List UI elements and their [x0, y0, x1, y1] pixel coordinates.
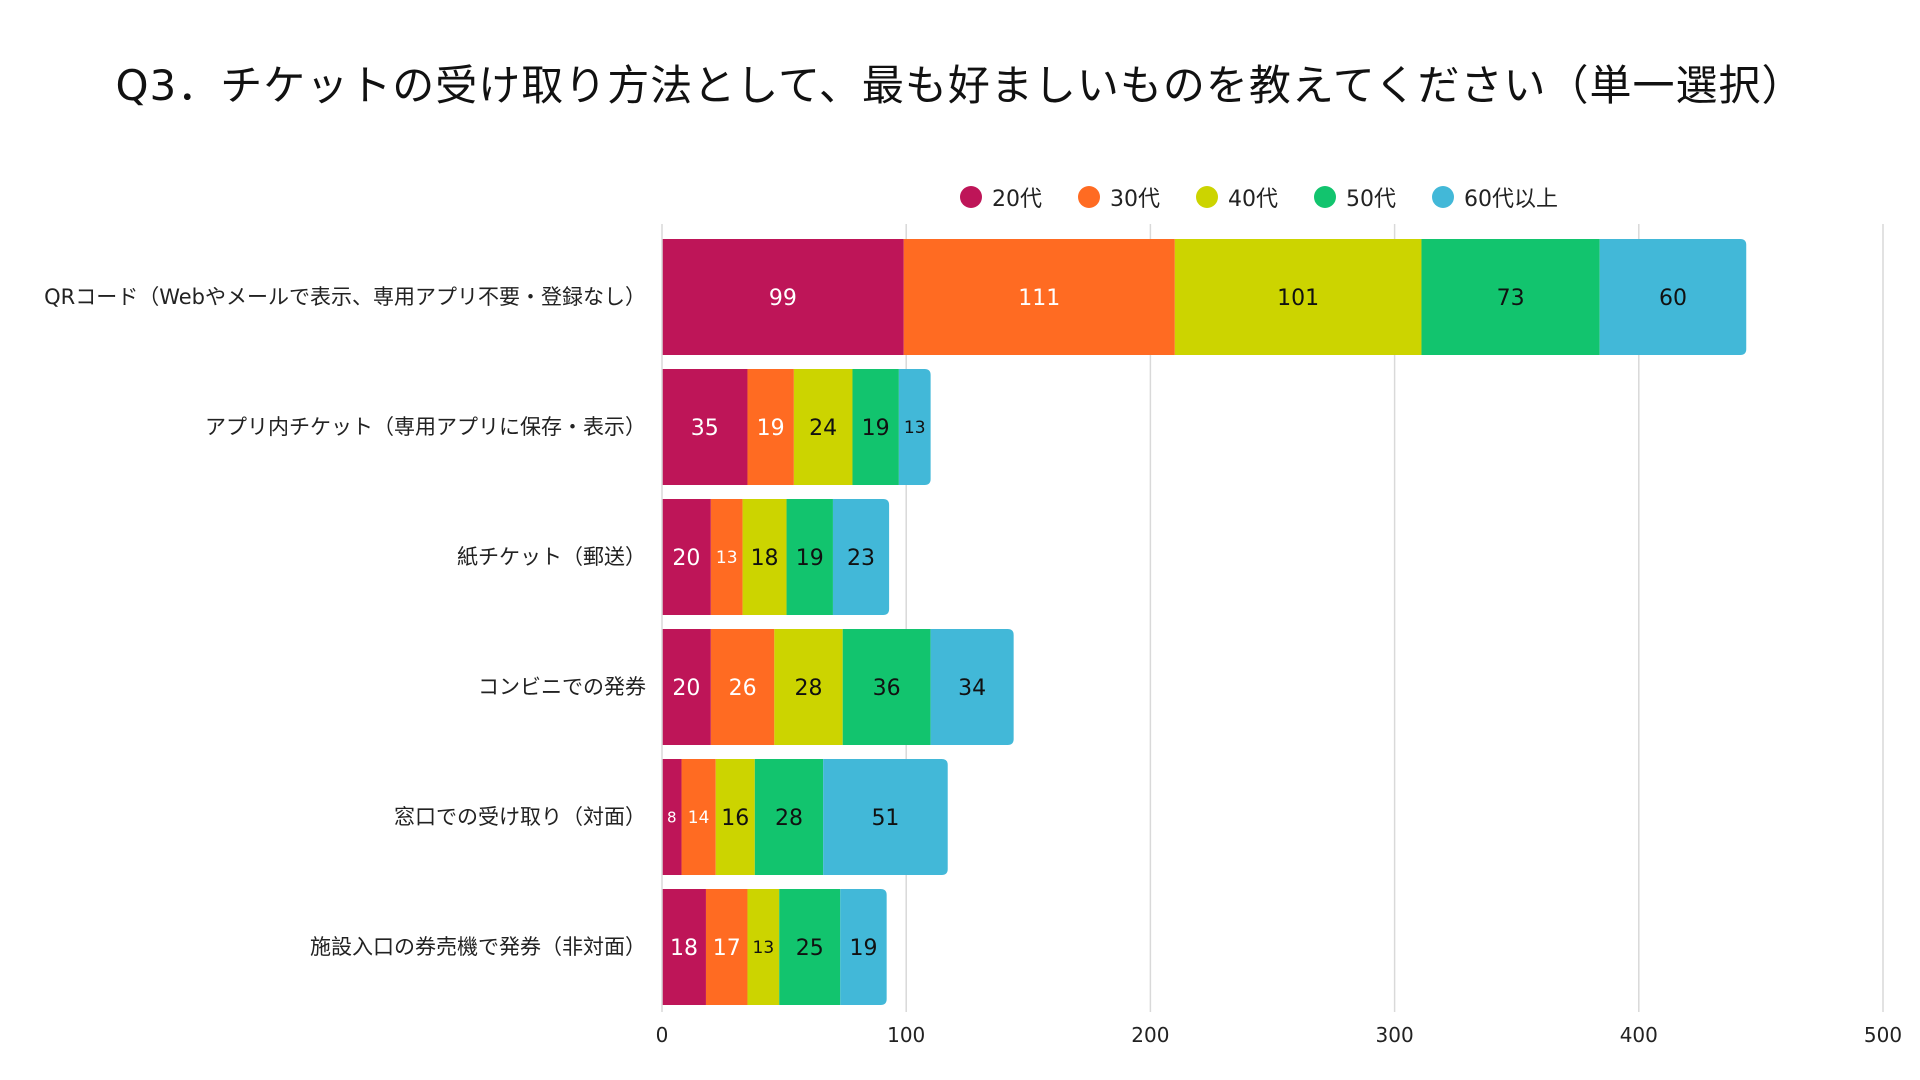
data-label: 13	[904, 418, 926, 438]
category-label: QRコード（Webやメールで表示、専用アプリ不要・登録なし）	[44, 285, 646, 309]
data-label: 51	[871, 806, 899, 831]
bar-segment	[710, 499, 743, 615]
data-label: 17	[713, 936, 741, 961]
data-label: 18	[751, 546, 779, 571]
bar-segment	[898, 369, 931, 485]
chart-title: Q3．チケットの受け取り方法として、最も好ましいものを教えてください（単一選択）	[115, 61, 1805, 110]
bar-segment	[715, 759, 755, 875]
data-label: 14	[688, 808, 710, 828]
bar-segment	[930, 629, 1014, 745]
bar-segment	[705, 889, 748, 1005]
legend-label: 50代	[1346, 187, 1396, 212]
category-label: アプリ内チケット（専用アプリに保存・表示）	[205, 415, 646, 439]
bar-segment	[662, 369, 748, 485]
legend-swatch	[960, 186, 982, 208]
x-tick-label: 0	[656, 1023, 669, 1047]
data-label: 35	[691, 416, 719, 441]
data-label: 13	[716, 548, 738, 568]
legend-item: 30代	[1078, 181, 1160, 213]
bar-segment	[662, 889, 706, 1005]
data-label: 34	[958, 676, 986, 701]
data-label: 28	[775, 806, 803, 831]
data-label: 19	[849, 936, 877, 961]
legend-label: 30代	[1110, 187, 1160, 212]
legend-swatch	[1196, 186, 1218, 208]
data-label: 16	[721, 806, 749, 831]
bar-segment	[823, 759, 948, 875]
bar-segment	[832, 499, 890, 615]
data-label: 101	[1277, 286, 1319, 311]
bar-segment	[662, 499, 711, 615]
bar-segment	[747, 889, 780, 1005]
legend: 20代 30代 40代 50代 60代以上	[960, 181, 1558, 213]
x-tick-label: 400	[1620, 1023, 1658, 1047]
x-tick-label: 200	[1131, 1023, 1169, 1047]
data-label: 19	[757, 416, 785, 441]
legend-item: 50代	[1314, 181, 1396, 213]
legend-item: 60代以上	[1432, 181, 1558, 213]
bar-segment	[840, 889, 887, 1005]
x-tick-label: 500	[1864, 1023, 1902, 1047]
bar-segment	[662, 759, 682, 875]
bar-segment	[742, 499, 787, 615]
bar-segment	[793, 369, 853, 485]
bar-segment	[681, 759, 716, 875]
data-label: 60	[1659, 286, 1687, 311]
bar-segment	[779, 889, 841, 1005]
x-tick-label: 300	[1376, 1023, 1414, 1047]
data-label: 19	[796, 546, 824, 571]
x-tick-label: 100	[887, 1023, 925, 1047]
bar-segment	[710, 629, 775, 745]
data-label: 26	[729, 676, 757, 701]
data-label: 18	[670, 936, 698, 961]
bar-segment	[842, 629, 931, 745]
bar-segment	[903, 239, 1175, 355]
data-label: 20	[672, 546, 700, 571]
category-label: 紙チケット（郵送）	[457, 545, 646, 569]
legend-item: 20代	[960, 181, 1042, 213]
data-label: 19	[862, 416, 890, 441]
data-label: 99	[769, 286, 797, 311]
data-label: 28	[795, 676, 823, 701]
data-label: 111	[1018, 286, 1060, 311]
bar-segment	[1174, 239, 1422, 355]
legend-label: 20代	[992, 187, 1042, 212]
bar-segment	[1421, 239, 1600, 355]
data-label: 23	[847, 546, 875, 571]
bar-segment	[754, 759, 824, 875]
data-label: 13	[753, 938, 775, 958]
bar-segment	[852, 369, 899, 485]
data-label: 36	[873, 676, 901, 701]
bar-segment	[774, 629, 843, 745]
bar-segment	[662, 629, 711, 745]
bar-segment	[747, 369, 794, 485]
legend-swatch	[1432, 186, 1454, 208]
data-label: 8	[667, 808, 677, 826]
bar-segment	[662, 239, 904, 355]
bar-segment	[1599, 239, 1747, 355]
legend-label: 60代以上	[1464, 187, 1558, 212]
data-label: 73	[1497, 286, 1525, 311]
bar-segment	[786, 499, 833, 615]
data-label: 25	[796, 936, 824, 961]
data-label: 24	[809, 416, 837, 441]
legend-label: 40代	[1228, 187, 1278, 212]
category-label: 窓口での受け取り（対面）	[394, 805, 646, 829]
legend-swatch	[1078, 186, 1100, 208]
legend-swatch	[1314, 186, 1336, 208]
data-label: 20	[672, 676, 700, 701]
legend-item: 40代	[1196, 181, 1278, 213]
category-label: 施設入口の券売機で発券（非対面）	[310, 935, 646, 959]
category-label: コンビニでの発券	[478, 675, 646, 699]
